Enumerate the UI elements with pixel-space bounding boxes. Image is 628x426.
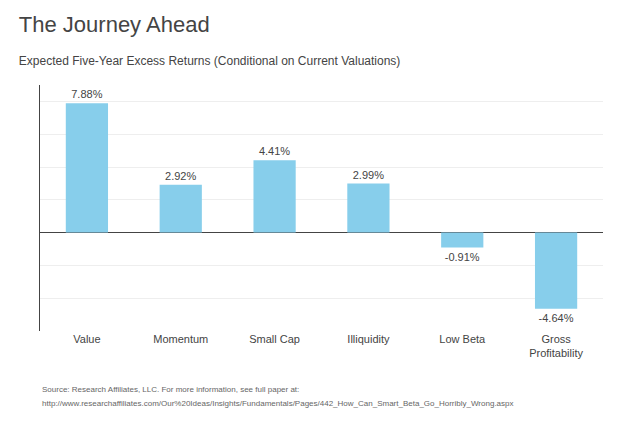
svg-text:2.92%: 2.92% — [165, 170, 196, 182]
svg-text:7.88%: 7.88% — [71, 88, 102, 100]
svg-text:http://www.researchaffiliates.: http://www.researchaffiliates.com/Our%20… — [42, 399, 514, 408]
svg-text:Small Cap: Small Cap — [249, 333, 300, 345]
svg-text:Value: Value — [73, 333, 100, 345]
svg-text:GrossProfitability: GrossProfitability — [529, 333, 583, 359]
svg-text:2.99%: 2.99% — [353, 169, 384, 181]
svg-text:Low Beta: Low Beta — [439, 333, 486, 345]
svg-text:4.41%: 4.41% — [259, 145, 290, 157]
svg-text:Momentum: Momentum — [153, 333, 208, 345]
svg-text:-0.91%: -0.91% — [445, 251, 480, 263]
svg-text:Expected Five-Year Excess Retu: Expected Five-Year Excess Returns (Condi… — [19, 54, 401, 68]
svg-text:Illiquidity: Illiquidity — [347, 333, 390, 345]
svg-text:The Journey Ahead: The Journey Ahead — [19, 12, 210, 37]
svg-text:-4.64%: -4.64% — [539, 312, 574, 324]
svg-text:Source: Research Affiliates, L: Source: Research Affiliates, LLC. For mo… — [42, 385, 299, 394]
